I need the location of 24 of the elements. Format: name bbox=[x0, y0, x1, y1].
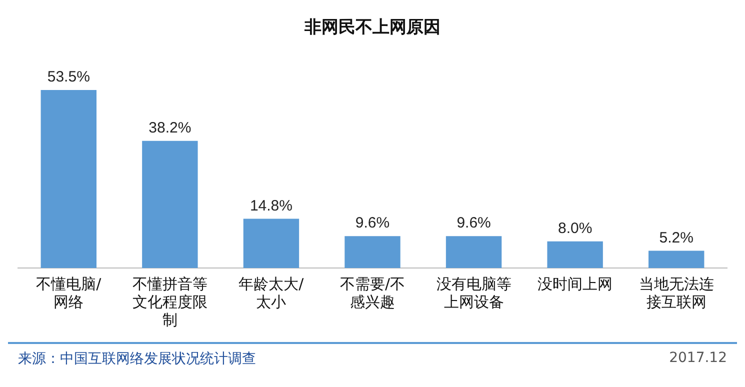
bar bbox=[40, 90, 96, 268]
bar bbox=[142, 140, 198, 268]
bar bbox=[243, 218, 300, 268]
data-label: 8.0% bbox=[558, 220, 592, 238]
data-label: 38.2% bbox=[148, 120, 192, 137]
text: 2017.12 bbox=[669, 350, 727, 368]
data-label: 9.6% bbox=[355, 214, 390, 232]
data-label: 14.8% bbox=[250, 197, 292, 214]
x-tick-label: 不需要/不感兴趣 bbox=[340, 274, 406, 311]
bar bbox=[446, 236, 502, 268]
x-tick-label: 不懂电脑/网络 bbox=[36, 274, 102, 311]
x-tick-label: 不懂拼音等文化程度限制 bbox=[132, 274, 208, 329]
chart-title: 非网民不上网原因 bbox=[304, 18, 440, 38]
x-tick-label: 当地无法连接互联网 bbox=[638, 274, 714, 311]
x-tick-label: 没时间上网 bbox=[538, 274, 613, 293]
data-label: 9.6% bbox=[456, 214, 491, 232]
data-label: 53.5% bbox=[47, 68, 90, 86]
bar bbox=[648, 250, 704, 268]
source-note: 来源：中国互联网络发展状况统计调查 bbox=[18, 350, 256, 368]
x-tick-label: 没有电脑等上网设备 bbox=[436, 274, 512, 311]
bar bbox=[547, 241, 603, 268]
x-tick-label: 年龄太大/太小 bbox=[238, 274, 305, 311]
bar bbox=[344, 236, 400, 268]
data-label: 5.2% bbox=[659, 229, 694, 246]
